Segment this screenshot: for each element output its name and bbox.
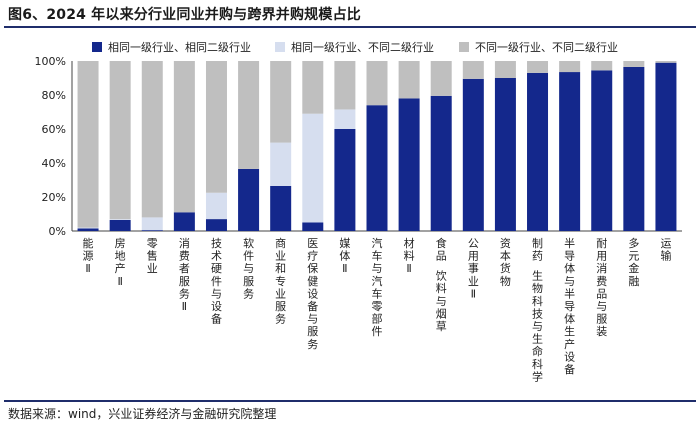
- bar-segment-1: [591, 70, 613, 231]
- x-category-label: 技术硬件与设备: [211, 237, 222, 326]
- x-category-label: 商业和专业服务: [275, 236, 286, 326]
- bar-segment-2: [141, 217, 163, 231]
- bar-segment-2: [205, 192, 227, 220]
- x-category-label: 软件与服务: [243, 236, 254, 300]
- y-tick-label: 100%: [35, 55, 66, 68]
- bar-segment-1: [109, 219, 131, 231]
- x-category-label: 耐用消费品与服装: [596, 237, 607, 338]
- bar-segment-3: [623, 61, 645, 67]
- bar-segment-1: [302, 222, 324, 231]
- legend-swatch-3: [459, 42, 469, 52]
- stacked-bar-chart: 相同一级行业、相同二级行业 相同一级行业、不同二级行业 不同一级行业、不同二级行业 0…: [35, 41, 682, 383]
- bar-segment-3: [334, 61, 356, 110]
- x-category-label: 零售业: [147, 237, 158, 275]
- bar-segment-2: [302, 113, 324, 223]
- legend-swatch-1: [92, 42, 102, 52]
- bar-segment-3: [527, 61, 549, 73]
- bar-segment-1: [623, 66, 645, 231]
- bar-segment-1: [205, 219, 227, 231]
- y-tick-label: 80%: [42, 89, 66, 102]
- x-category-label: 材料 Ⅱ: [404, 236, 415, 275]
- footer-divider: [4, 400, 696, 402]
- bar-segment-1: [527, 72, 549, 232]
- bar-segment-3: [559, 61, 581, 73]
- bar-segment-2: [77, 227, 99, 229]
- bar-segment-2: [334, 109, 356, 129]
- bar-segment-1: [398, 98, 420, 232]
- y-tick-label: 40%: [42, 157, 66, 170]
- x-category-label: 消费者服务 Ⅱ: [179, 236, 190, 313]
- bar-segment-3: [430, 61, 452, 96]
- bar-segment-1: [141, 230, 163, 231]
- bar-segment-3: [141, 61, 163, 218]
- bar-segment-1: [494, 78, 516, 231]
- bar-segment-3: [302, 61, 324, 114]
- bar-segment-3: [591, 61, 613, 71]
- x-category-label: 资本货物: [500, 237, 511, 288]
- bar-segment-1: [173, 212, 195, 231]
- y-tick-label: 20%: [42, 191, 66, 204]
- chart-title: 图6、2024 年以来分行业同业并购与跨界并购规模占比: [8, 7, 361, 23]
- bar-segment-1: [77, 228, 99, 231]
- legend-label-1: 相同一级行业、相同二级行业: [108, 41, 251, 54]
- x-category-label: 公用事业 Ⅱ: [468, 237, 479, 300]
- source-note: 数据来源：wind，兴业证券经济与金融研究院整理: [8, 407, 277, 421]
- x-category-label: 运输: [660, 237, 671, 263]
- bar-segment-1: [430, 95, 452, 231]
- x-category-label: 制药生物科技与生命科学: [532, 237, 543, 383]
- bar-segment-1: [270, 185, 292, 231]
- bar-segment-3: [205, 61, 227, 193]
- bar-segment-2: [270, 142, 292, 186]
- y-tick-label: 60%: [42, 123, 66, 136]
- x-category-label: 医疗保健设备与服务: [307, 237, 318, 351]
- bar-segment-1: [238, 168, 260, 231]
- x-category-label: 能源 Ⅱ: [83, 236, 94, 275]
- bar-segment-3: [270, 61, 292, 143]
- legend-label-2: 相同一级行业、不同二级行业: [291, 41, 434, 54]
- bar-segment-3: [77, 61, 99, 228]
- bar-segment-3: [494, 61, 516, 78]
- bar-segment-2: [109, 219, 131, 220]
- bar-segment-3: [366, 61, 388, 106]
- bar-segment-1: [655, 62, 677, 232]
- x-category-label: 食品饮料与烟草: [436, 236, 447, 333]
- x-category-label: 媒体 Ⅱ: [339, 237, 350, 275]
- legend-label-3: 不同一级行业、不同二级行业: [475, 41, 618, 54]
- bar-segment-3: [109, 61, 131, 220]
- bar-segment-1: [334, 129, 356, 231]
- bar-segment-1: [559, 72, 581, 231]
- y-tick-label: 0%: [49, 225, 66, 238]
- bar-segment-3: [655, 61, 677, 63]
- x-category-label: 汽车与汽车零部件: [372, 236, 383, 338]
- x-category-label: 半导体与半导体生产设备: [564, 236, 575, 376]
- legend-swatch-2: [275, 42, 285, 52]
- bar-segment-3: [462, 61, 484, 79]
- bar-segment-1: [462, 78, 484, 231]
- bar-segment-3: [238, 61, 260, 169]
- bar-segment-3: [173, 61, 195, 213]
- title-divider: [4, 26, 696, 28]
- x-category-label: 房地产 Ⅱ: [115, 237, 126, 288]
- x-category-label: 多元金融: [628, 236, 639, 288]
- bar-segment-1: [366, 105, 388, 231]
- bar-segment-3: [398, 61, 420, 99]
